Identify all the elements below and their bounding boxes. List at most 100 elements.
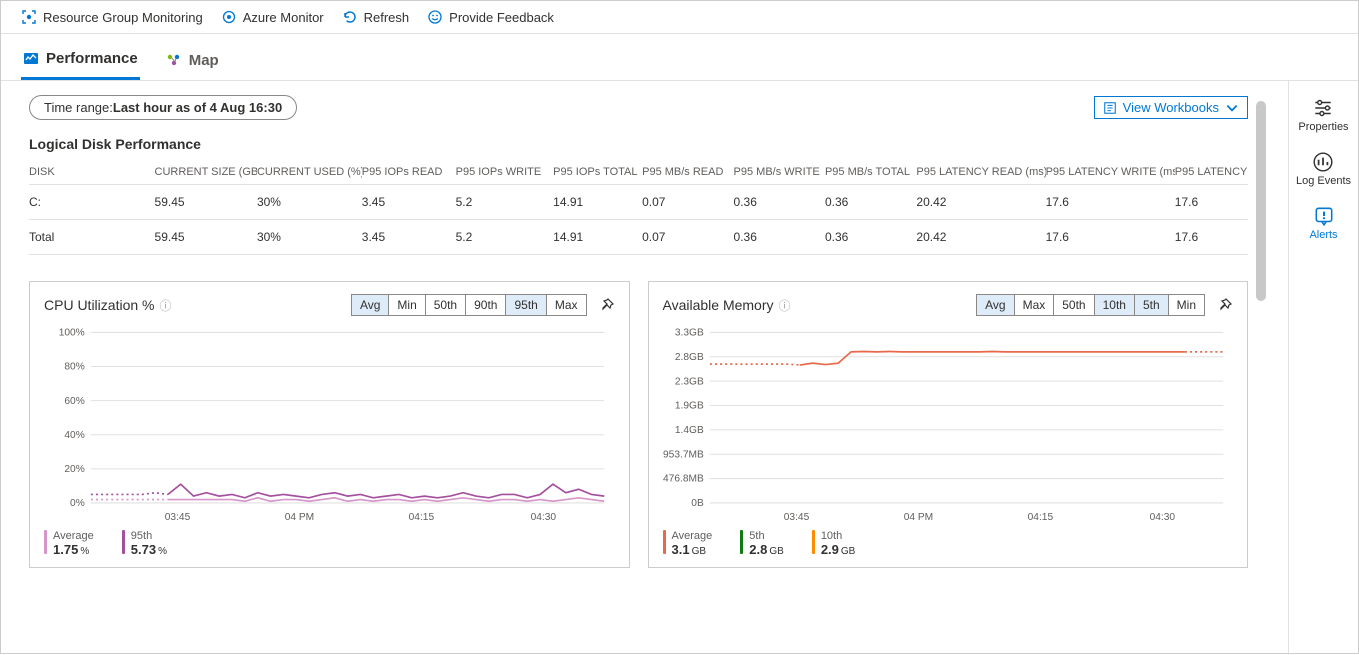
scrollbar[interactable] <box>1256 101 1266 301</box>
resource-group-monitoring-link[interactable]: Resource Group Monitoring <box>21 9 203 25</box>
table-column-header[interactable]: CURRENT SIZE (GB) <box>155 160 257 185</box>
table-cell: 5.2 <box>456 220 554 255</box>
svg-text:1.4GB: 1.4GB <box>674 425 703 436</box>
legend-item: 5th 2.8GB <box>740 530 784 557</box>
cpu-legend: Average 1.75% 95th 5.73% <box>44 530 615 557</box>
svg-text:0%: 0% <box>70 498 85 509</box>
svg-text:04 PM: 04 PM <box>903 512 932 523</box>
table-header-row: DISKCURRENT SIZE (GB)CURRENT USED (%)P95… <box>29 160 1248 185</box>
table-column-header[interactable]: P95 IOPs WRITE <box>456 160 554 185</box>
table-cell: Total <box>29 220 155 255</box>
table-column-header[interactable]: P95 MB/s WRITE <box>734 160 825 185</box>
table-column-header[interactable]: P95 MB/s TOTAL <box>825 160 916 185</box>
pin-icon[interactable] <box>1217 297 1233 313</box>
feedback-label: Provide Feedback <box>449 10 554 25</box>
filter-row: Time range: Last hour as of 4 Aug 16:30 … <box>29 95 1248 120</box>
section-title: Logical Disk Performance <box>29 136 1248 152</box>
pin-icon[interactable] <box>599 297 615 313</box>
alerts-label: Alerts <box>1309 229 1337 241</box>
time-range-picker[interactable]: Time range: Last hour as of 4 Aug 16:30 <box>29 95 297 120</box>
main-wrap: Time range: Last hour as of 4 Aug 16:30 … <box>1 81 1358 655</box>
svg-text:80%: 80% <box>64 362 84 373</box>
table-column-header[interactable]: P95 IOPs READ <box>362 160 456 185</box>
tab-map[interactable]: Map <box>164 46 221 79</box>
table-cell: 59.45 <box>155 185 257 220</box>
table-cell: 3.45 <box>362 220 456 255</box>
table-cell: 0.36 <box>734 220 825 255</box>
svg-text:2.3GB: 2.3GB <box>674 376 703 387</box>
table-cell: 20.42 <box>916 185 1045 220</box>
time-range-prefix: Time range: <box>44 100 113 115</box>
time-range-value: Last hour as of 4 Aug 16:30 <box>113 100 282 115</box>
view-workbooks-label: View Workbooks <box>1123 100 1219 115</box>
refresh-label: Refresh <box>364 10 410 25</box>
memory-chart: 0B476.8MB953.7MB1.4GB1.9GB2.3GB2.8GB3.3G… <box>663 324 1234 524</box>
percentile-option[interactable]: 90th <box>465 294 506 316</box>
svg-text:476.8MB: 476.8MB <box>663 474 704 485</box>
tab-map-label: Map <box>189 52 219 69</box>
feedback-button[interactable]: Provide Feedback <box>427 9 554 25</box>
table-row[interactable]: Total59.4530%3.455.214.910.070.360.3620.… <box>29 220 1248 255</box>
percentile-option[interactable]: 10th <box>1094 294 1135 316</box>
table-cell: 0.07 <box>642 185 733 220</box>
percentile-option[interactable]: Max <box>546 294 587 316</box>
log-events-icon <box>1312 151 1334 173</box>
refresh-button[interactable]: Refresh <box>342 9 410 25</box>
table-cell: 17.6 <box>1046 220 1175 255</box>
legend-item: Average 3.1GB <box>663 530 713 557</box>
view-workbooks-button[interactable]: View Workbooks <box>1094 96 1248 119</box>
table-cell: 0.07 <box>642 220 733 255</box>
top-toolbar: Resource Group Monitoring Azure Monitor … <box>1 1 1358 34</box>
workbook-icon <box>1103 101 1117 115</box>
svg-text:953.7MB: 953.7MB <box>663 449 704 460</box>
percentile-option[interactable]: 95th <box>505 294 546 316</box>
percentile-option[interactable]: Avg <box>351 294 389 316</box>
sliders-icon <box>1312 97 1334 119</box>
percentile-option[interactable]: 5th <box>1134 294 1169 316</box>
table-column-header[interactable]: P95 MB/s READ <box>642 160 733 185</box>
tab-performance-label: Performance <box>46 50 138 67</box>
scope-icon <box>21 9 37 25</box>
legend-item: 95th 5.73% <box>122 530 167 557</box>
memory-legend: Average 3.1GB 5th 2.8GB 10th 2.9GB <box>663 530 1234 557</box>
properties-rail-button[interactable]: Properties <box>1298 97 1348 133</box>
azure-monitor-label: Azure Monitor <box>243 10 324 25</box>
alerts-rail-button[interactable]: Alerts <box>1309 205 1337 241</box>
percentile-option[interactable]: Min <box>1168 294 1205 316</box>
tab-performance[interactable]: Performance <box>21 44 140 80</box>
refresh-icon <box>342 9 358 25</box>
memory-percentile-selector[interactable]: AvgMax50th10th5thMin <box>976 294 1205 316</box>
table-column-header[interactable]: P95 LATENCY WRITE (ms) <box>1046 160 1175 185</box>
cpu-chart: 0%20%40%60%80%100%03:4504 PM04:1504:30 <box>44 324 615 524</box>
azure-monitor-link[interactable]: Azure Monitor <box>221 9 324 25</box>
table-row[interactable]: C:59.4530%3.455.214.910.070.360.3620.421… <box>29 185 1248 220</box>
percentile-option[interactable]: 50th <box>425 294 466 316</box>
svg-text:04:30: 04:30 <box>531 512 557 523</box>
alerts-icon <box>1313 205 1335 227</box>
log-events-rail-button[interactable]: Log Events <box>1296 151 1351 187</box>
svg-text:03:45: 03:45 <box>783 512 809 523</box>
info-icon[interactable]: ⓘ <box>779 297 791 314</box>
svg-text:20%: 20% <box>64 464 84 475</box>
info-icon[interactable]: ⓘ <box>159 297 171 314</box>
table-column-header[interactable]: P95 IOPs TOTAL <box>553 160 642 185</box>
resource-group-monitoring-label: Resource Group Monitoring <box>43 10 203 25</box>
table-cell: C: <box>29 185 155 220</box>
table-cell: 59.45 <box>155 220 257 255</box>
table-column-header[interactable]: P95 LATENCY TOTAL (r <box>1175 160 1248 185</box>
percentile-option[interactable]: Max <box>1014 294 1055 316</box>
percentile-option[interactable]: Avg <box>976 294 1014 316</box>
table-column-header[interactable]: CURRENT USED (%) <box>257 160 362 185</box>
performance-icon <box>23 51 39 67</box>
percentile-option[interactable]: 50th <box>1053 294 1094 316</box>
legend-item: Average 1.75% <box>44 530 94 557</box>
percentile-option[interactable]: Min <box>388 294 425 316</box>
table-cell: 3.45 <box>362 185 456 220</box>
table-column-header[interactable]: DISK <box>29 160 155 185</box>
svg-text:60%: 60% <box>64 396 84 407</box>
table-cell: 14.91 <box>553 185 642 220</box>
cpu-percentile-selector[interactable]: AvgMin50th90th95thMax <box>351 294 587 316</box>
table-column-header[interactable]: P95 LATENCY READ (ms) <box>916 160 1045 185</box>
table-cell: 17.6 <box>1046 185 1175 220</box>
smile-icon <box>427 9 443 25</box>
